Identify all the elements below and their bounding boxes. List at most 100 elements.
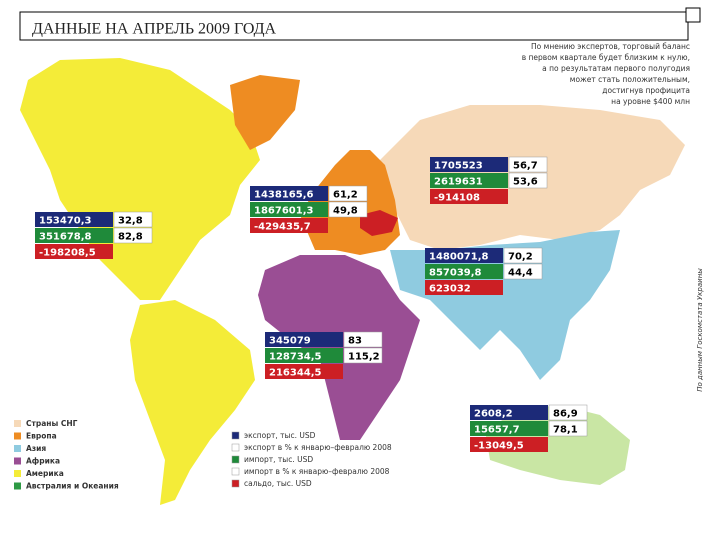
greenland [230,75,300,150]
value-cell [470,405,548,420]
legend-swatch [231,467,240,476]
note-line: в первом квартале будет близким к нулю, [522,53,690,62]
note-line: может стать положительным, [570,75,690,84]
north-america [20,58,260,300]
legend-label: сальдо, тыс. USD [244,479,312,488]
title-square [685,7,701,23]
value-cell [35,244,113,259]
value-text: 1867601,3 [254,206,314,217]
pct-text: 83 [348,336,362,347]
value-text: 857039,8 [429,268,482,279]
legend-swatch [231,443,240,452]
legend-label: Америка [26,469,64,478]
pct-text: 78,1 [553,425,578,436]
value-cell [425,264,503,279]
value-cell [430,157,508,172]
note-line: а по результатам первого полугодия [542,64,690,73]
pct-cell [328,201,368,218]
value-cell [35,212,113,227]
legend-swatch [14,457,21,465]
pct-text: 61,2 [333,190,358,201]
pct-text: 82,8 [118,232,143,243]
pct-text: 44,4 [508,268,533,279]
pct-cell [548,404,588,421]
legend-swatch [14,470,21,477]
legend-swatch [14,445,21,452]
value-text: 153470,3 [39,216,92,227]
value-text: 1480071,8 [429,252,489,263]
legend-label: Азия [26,444,46,453]
pct-cell [113,211,153,228]
value-text: 345079 [269,336,311,347]
pct-text: 70,2 [508,252,533,263]
legend-label: импорт в % к январю–февралю 2008 [244,467,390,476]
pct-cell [343,347,383,364]
pct-cell [503,263,543,280]
pct-text: 56,7 [513,161,538,172]
value-text: 351678,8 [39,232,92,243]
note-line: на уровне $400 млн [611,97,690,106]
legend-label: Австралия и Океания [26,482,119,491]
africa [258,255,420,440]
pct-cell [508,172,548,189]
value-cell [250,202,328,217]
legend-swatch [231,479,240,488]
legend-label: Страны СНГ [26,419,78,428]
pct-cell [343,331,383,348]
legend-swatch [14,482,21,490]
value-cell [430,189,508,204]
south-america [130,300,255,505]
legend-swatch [231,431,240,440]
value-cell [425,248,503,263]
note: По мнению экспертов, торговый баланс в пе… [522,42,690,106]
pct-cell [113,227,153,244]
legend-label: импорт, тыс. USD [244,455,313,464]
value-cell [470,437,548,452]
map [20,58,685,505]
source: По данным Госкомстата Украины [696,268,704,392]
value-text: -198208,5 [39,248,96,259]
title: ДАННЫЕ НА АПРЕЛЬ 2009 ГОДА [32,21,277,38]
legend-label: экспорт, тыс. USD [244,431,316,440]
note-line: По мнению экспертов, торговый баланс [531,42,690,51]
pct-cell [548,420,588,437]
value-text: 2608,2 [474,409,513,420]
value-text: 2619631 [434,177,483,188]
legend-label: Африка [26,457,60,466]
legend-label: экспорт в % к январю–февралю 2008 [244,443,392,452]
pct-text: 53,6 [513,177,538,188]
legend-swatch [14,420,21,427]
pct-cell [508,156,548,173]
pct-text: 32,8 [118,216,143,227]
value-text: 216344,5 [269,368,322,379]
pct-text: 86,9 [553,409,578,420]
note-line: достигнув профицита [602,86,690,95]
legend-swatch [14,432,21,440]
pct-text: 115,2 [348,352,380,363]
value-cell [250,186,328,201]
pct-cell [328,185,368,202]
legend-swatch [231,455,240,464]
value-text: 15657,7 [474,425,520,436]
value-text: -914108 [434,193,480,204]
legend-label: Европа [26,432,57,441]
ukraine [360,210,398,236]
value-cell [35,228,113,243]
value-cell [265,364,343,379]
title-bar [19,11,689,41]
value-cell [425,280,503,295]
value-cell [250,218,328,233]
value-text: -429435,7 [254,222,311,233]
pct-text: 49,8 [333,206,358,217]
value-cell [265,332,343,347]
value-cell [430,173,508,188]
pct-cell [503,247,543,264]
value-text: 128734,5 [269,352,322,363]
value-cell [265,348,343,363]
value-text: -13049,5 [474,441,524,452]
data-boxes: 153470,3 32,8 351678,8 82,8 -198208,5 1438165… [35,156,588,452]
legend: Страны СНГ Европа Азия Африка Америка Австрал… [14,419,392,491]
value-text: 623032 [429,284,471,295]
value-cell [470,421,548,436]
